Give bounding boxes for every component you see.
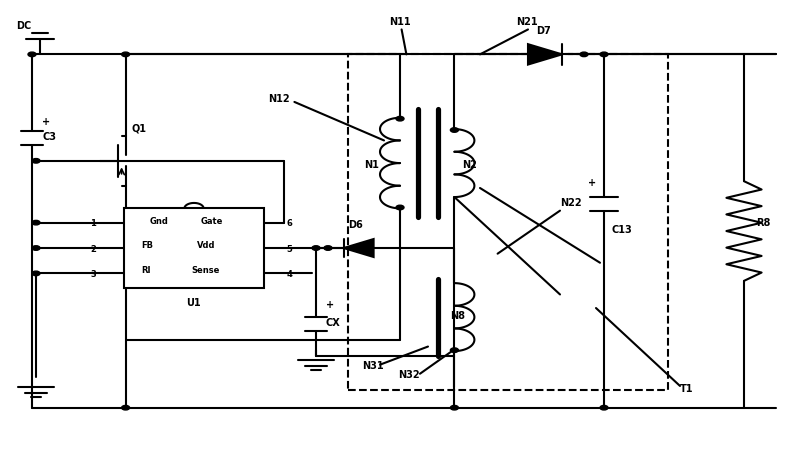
Circle shape (122, 52, 130, 57)
Text: Q1: Q1 (132, 123, 147, 133)
Text: N1: N1 (364, 159, 379, 169)
FancyBboxPatch shape (124, 208, 264, 288)
Circle shape (396, 205, 404, 210)
Circle shape (600, 52, 608, 57)
Polygon shape (528, 44, 562, 65)
Circle shape (450, 348, 458, 352)
Text: 5: 5 (286, 245, 292, 254)
Text: N21: N21 (516, 17, 538, 27)
Circle shape (32, 271, 40, 275)
Polygon shape (344, 239, 374, 257)
Text: 4: 4 (286, 270, 292, 279)
Text: 1: 1 (90, 219, 96, 228)
Text: Gnd: Gnd (149, 217, 168, 226)
Text: Vdd: Vdd (197, 241, 215, 250)
Text: R8: R8 (756, 218, 770, 228)
Text: D6: D6 (348, 220, 362, 230)
Text: D7: D7 (536, 26, 550, 36)
Text: C3: C3 (42, 132, 56, 142)
Circle shape (32, 221, 40, 225)
Circle shape (450, 405, 458, 410)
Text: C13: C13 (612, 225, 633, 235)
Circle shape (450, 128, 458, 132)
Text: N11: N11 (390, 17, 411, 27)
Circle shape (122, 405, 130, 410)
Text: 3: 3 (90, 270, 96, 279)
Text: 2: 2 (90, 245, 96, 254)
Circle shape (600, 405, 608, 410)
Circle shape (324, 246, 332, 250)
Circle shape (312, 246, 320, 250)
Text: FB: FB (141, 241, 153, 250)
Circle shape (28, 52, 36, 57)
Text: +: + (588, 178, 596, 188)
Circle shape (396, 116, 404, 121)
Text: N32: N32 (398, 370, 420, 380)
Text: T1: T1 (680, 384, 694, 394)
Text: Sense: Sense (191, 266, 219, 275)
Text: 6: 6 (286, 219, 292, 228)
Circle shape (32, 159, 40, 163)
Text: Gate: Gate (201, 217, 223, 226)
Text: RI: RI (141, 266, 150, 275)
Text: +: + (326, 300, 334, 310)
Text: N12: N12 (268, 94, 290, 104)
Text: N31: N31 (362, 361, 384, 371)
Text: +: + (42, 116, 50, 126)
Text: U1: U1 (186, 298, 201, 308)
Text: N2: N2 (462, 159, 478, 169)
Circle shape (32, 246, 40, 250)
Text: N8: N8 (450, 311, 466, 321)
Text: N22: N22 (560, 198, 582, 208)
Circle shape (580, 52, 588, 57)
Text: CX: CX (326, 318, 340, 328)
Text: DC: DC (16, 21, 31, 31)
